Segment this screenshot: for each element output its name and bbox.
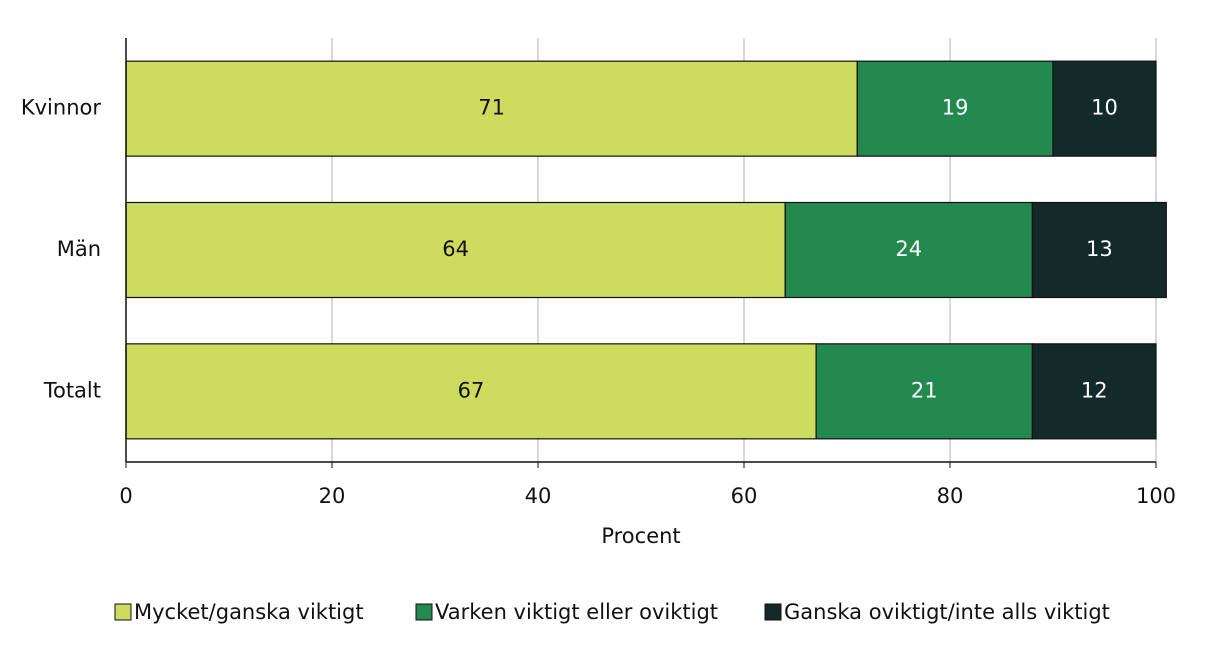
y-tick-label: Kvinnor	[21, 96, 102, 120]
legend-swatch	[114, 603, 132, 621]
value-label: 12	[1081, 378, 1108, 402]
bar-segment	[1031, 343, 1157, 440]
bar-segment	[125, 60, 858, 157]
y-tick-label: Totalt	[43, 378, 101, 402]
bar-segment	[1052, 60, 1157, 157]
x-axis-label: Procent	[601, 524, 680, 548]
bar-segment	[856, 60, 1054, 157]
x-tick-label: 40	[525, 484, 552, 508]
value-label: 64	[442, 237, 469, 261]
legend-swatch	[764, 603, 782, 621]
value-label: 71	[478, 96, 505, 120]
y-tick-label: Män	[57, 237, 101, 261]
x-tick-label: 60	[731, 484, 758, 508]
legend-label: Mycket/ganska viktigt	[134, 600, 364, 624]
x-tick-label: 0	[119, 484, 132, 508]
bar-segment	[784, 201, 1034, 299]
value-label: 24	[895, 237, 922, 261]
value-label: 13	[1086, 237, 1113, 261]
x-tick-label: 80	[937, 484, 964, 508]
value-label: 67	[458, 378, 485, 402]
bar-segment	[125, 343, 817, 440]
legend-label: Varken viktigt eller oviktigt	[435, 600, 718, 624]
bar-segment	[815, 343, 1033, 440]
value-label: 10	[1091, 96, 1118, 120]
legend-swatch	[415, 603, 433, 621]
value-label: 19	[942, 96, 969, 120]
legend-label: Ganska oviktigt/inte alls viktigt	[784, 600, 1110, 624]
x-tick-label: 20	[319, 484, 346, 508]
bar-segment	[125, 201, 786, 299]
bar-segment	[1031, 201, 1167, 299]
value-label: 21	[911, 378, 938, 402]
x-tick-label: 100	[1136, 484, 1176, 508]
